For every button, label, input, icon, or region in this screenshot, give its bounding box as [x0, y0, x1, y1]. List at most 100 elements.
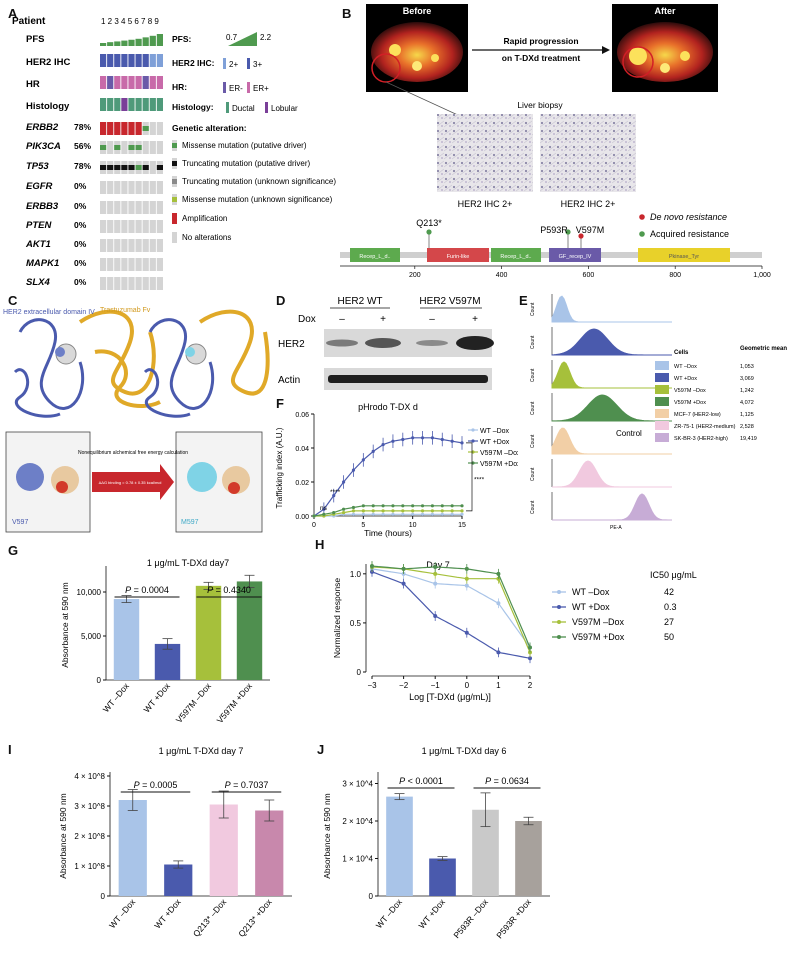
- legend-swatch: [223, 58, 226, 69]
- alteration-cell: [142, 181, 149, 194]
- category-label: WT –Dox: [107, 896, 138, 930]
- fit-curve: [371, 568, 531, 648]
- data-point: [433, 581, 438, 586]
- chart-title: Day 7: [426, 560, 450, 570]
- contact-spheres: [228, 482, 240, 494]
- legend-label: WT +Dox: [480, 439, 510, 446]
- data-point: [450, 439, 454, 443]
- p-value: P = 0.0634: [485, 776, 529, 786]
- bar: [429, 858, 456, 896]
- alteration-cell: [114, 239, 121, 252]
- alteration-cell: [142, 141, 149, 154]
- category-label: WT +Dox: [152, 896, 183, 930]
- progression-line1: Rapid progression: [503, 36, 578, 46]
- data-point: [450, 509, 454, 513]
- legend-swatch: [226, 102, 229, 113]
- legend-swatch: [172, 143, 177, 148]
- bar: [209, 804, 238, 896]
- lesion-circle-after: [622, 46, 654, 78]
- legend-swatch: [172, 232, 177, 243]
- y-tick-label: 0.5: [350, 619, 362, 628]
- legend-histology: Histology:: [172, 102, 214, 112]
- legend-label: WT +Dox: [572, 602, 610, 612]
- axis-tick-label: 1,000: [753, 272, 771, 279]
- alteration-cell: [107, 201, 114, 214]
- panel-i: 1 μg/mL T-DXd day 7 0 1 × 10^8 2 × 10^8 3 × …: [0, 740, 312, 951]
- legend-swatch: [655, 421, 669, 430]
- band: [365, 338, 401, 348]
- data-point: [496, 601, 501, 606]
- panel-letter-g: G: [8, 543, 19, 558]
- alteration-cell: [149, 220, 156, 233]
- arrowhead: [602, 46, 610, 54]
- legend-label: V597M –Dox: [572, 617, 625, 627]
- p-value: P < 0.0001: [399, 776, 443, 786]
- legend-hist-a: Ductal: [232, 104, 255, 113]
- data-point: [401, 509, 405, 513]
- geometric-mean: 2,528: [740, 424, 754, 430]
- alteration-cell: [156, 277, 163, 290]
- histology-cell: [121, 98, 128, 111]
- after-label: After: [654, 6, 675, 16]
- dox-sign: –: [429, 314, 435, 325]
- alteration-cell: [149, 141, 156, 154]
- her2-cell: [156, 54, 163, 67]
- data-point: [370, 563, 374, 568]
- lollipop-head: [426, 229, 432, 235]
- before-label: Before: [403, 6, 432, 16]
- data-point: [411, 436, 415, 440]
- legend-genetic: Genetic alteration:: [172, 123, 247, 133]
- histology-cell: [156, 98, 163, 111]
- geometric-mean: 1,242: [740, 388, 754, 394]
- dox-label: Dox: [298, 314, 316, 325]
- panel-a: Patient 1 2 3 4 5 6 7 8 9 PFS HER2 IHC HR His…: [0, 0, 340, 290]
- row-percent: 0%: [74, 181, 87, 191]
- geometric-mean: 3,069: [740, 376, 754, 382]
- y-tick-label: 0.02: [295, 480, 309, 487]
- x-tick-label: 0: [312, 522, 316, 529]
- row-percent: 78%: [74, 161, 91, 171]
- legend-marker: [557, 635, 561, 639]
- x-tick-label: 1: [496, 681, 501, 690]
- pfs-bar: [156, 34, 163, 46]
- data-point: [411, 512, 415, 516]
- alteration-cell: [156, 141, 163, 154]
- alteration-cell: [114, 258, 121, 271]
- row-percent: 0%: [74, 201, 87, 211]
- alteration-cell: [100, 181, 107, 194]
- data-point: [460, 512, 464, 516]
- data-point: [440, 504, 444, 508]
- domain-label: Pkinase_Tyr: [669, 254, 699, 260]
- data-point: [351, 509, 356, 513]
- her2-ribbon: [143, 368, 191, 418]
- alteration-cell: [149, 161, 156, 174]
- alteration-cell: [121, 220, 128, 233]
- flow-histogram: [551, 295, 672, 323]
- y-tick-label: 1 × 10^8: [74, 862, 105, 871]
- histology-cell: [149, 98, 156, 111]
- trastuzumab-ribbon: [78, 309, 156, 396]
- cell-name: V597M +Dox: [674, 400, 706, 406]
- legend-her2-b: 3+: [253, 60, 262, 69]
- y-tick-label: 3 × 10^4: [342, 780, 373, 789]
- data-point: [342, 511, 346, 515]
- data-point: [411, 509, 415, 513]
- histology-cell: [107, 98, 114, 111]
- hr-cell: [114, 76, 121, 89]
- her2-cell: [149, 54, 156, 67]
- biopsy-label: Liver biopsy: [517, 100, 563, 110]
- alteration-cell: [128, 220, 135, 233]
- x-tick-label: 5: [361, 522, 365, 529]
- bar: [236, 581, 263, 680]
- panel-letter-c: C: [8, 293, 18, 308]
- legend-swatch: [172, 213, 177, 224]
- v597-spheres: [16, 463, 44, 491]
- data-point: [496, 650, 501, 655]
- ic50-value: 0.3: [664, 602, 677, 612]
- x-tick-label: 0: [465, 681, 470, 690]
- data-point: [371, 449, 375, 453]
- ihc-image-left: [437, 114, 533, 192]
- her2-ribbon: [148, 318, 215, 410]
- y-axis-label: Absorbance at 590 nm: [322, 793, 332, 879]
- legend-label: V597M –Dox: [480, 450, 518, 457]
